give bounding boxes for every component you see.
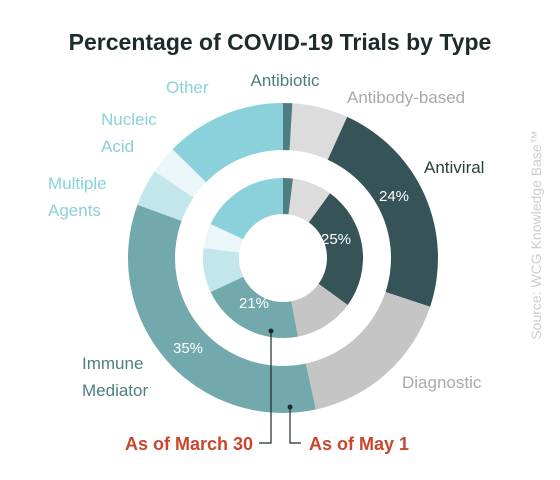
category-label-antibody-based: Antibody-based (347, 88, 465, 107)
category-label-diagnostic: Diagnostic (402, 373, 482, 392)
slice-diagnostic-outer (305, 291, 431, 410)
leader-march-line (259, 331, 272, 444)
slice-multiple-agents-outer (137, 171, 194, 221)
category-label-antibiotic: Antibiotic (251, 71, 320, 90)
leader-may-line (289, 407, 301, 444)
category-label-immune-mediator-line1: Immune (82, 354, 143, 373)
leader-may (287, 404, 301, 444)
slice-antiviral-outer (327, 116, 438, 307)
slice-antibody-based-inner (288, 178, 331, 223)
leader-march (259, 328, 274, 444)
slice-other-inner (210, 178, 283, 240)
data-label-immune-mediator-may: 35% (173, 340, 203, 357)
slice-immune-mediator-outer (128, 204, 316, 413)
leader-label-may: As of May 1 (309, 434, 409, 454)
inner-ring-march (203, 178, 363, 338)
slice-diagnostic-inner (291, 283, 348, 337)
source-note: Source: WCG Knowledge Base™ (528, 130, 544, 339)
data-label-immune-mediator-march: 21% (239, 295, 269, 312)
slice-nucleic-acid-outer (154, 149, 207, 198)
slice-other-outer (172, 103, 283, 183)
slice-antibiotic-inner (283, 178, 294, 215)
leader-label-march: As of March 30 (125, 434, 253, 454)
chart-title: Percentage of COVID-19 Trials by Type (69, 29, 492, 55)
category-label-other: Other (166, 78, 209, 97)
outer-ring-may (128, 103, 438, 413)
category-label-antiviral: Antiviral (424, 158, 484, 177)
category-label-multiple-agents-line1: Multiple (48, 174, 107, 193)
data-label-antiviral-may: 24% (379, 188, 409, 205)
slice-antibody-based-outer (289, 103, 348, 160)
slice-nucleic-acid-inner (203, 223, 244, 253)
slice-antiviral-inner (308, 193, 363, 306)
category-label-multiple-agents-line2: Agents (48, 201, 101, 220)
data-label-antiviral-march: 25% (321, 231, 351, 248)
category-label-immune-mediator-line2: Mediator (82, 381, 148, 400)
slice-antibiotic-outer (283, 103, 293, 151)
category-label-nucleic-acid-line2: Acid (101, 137, 134, 156)
slice-multiple-agents-inner (203, 247, 244, 293)
slice-immune-mediator-inner (210, 276, 298, 338)
category-label-nucleic-acid-line1: Nucleic (101, 110, 157, 129)
